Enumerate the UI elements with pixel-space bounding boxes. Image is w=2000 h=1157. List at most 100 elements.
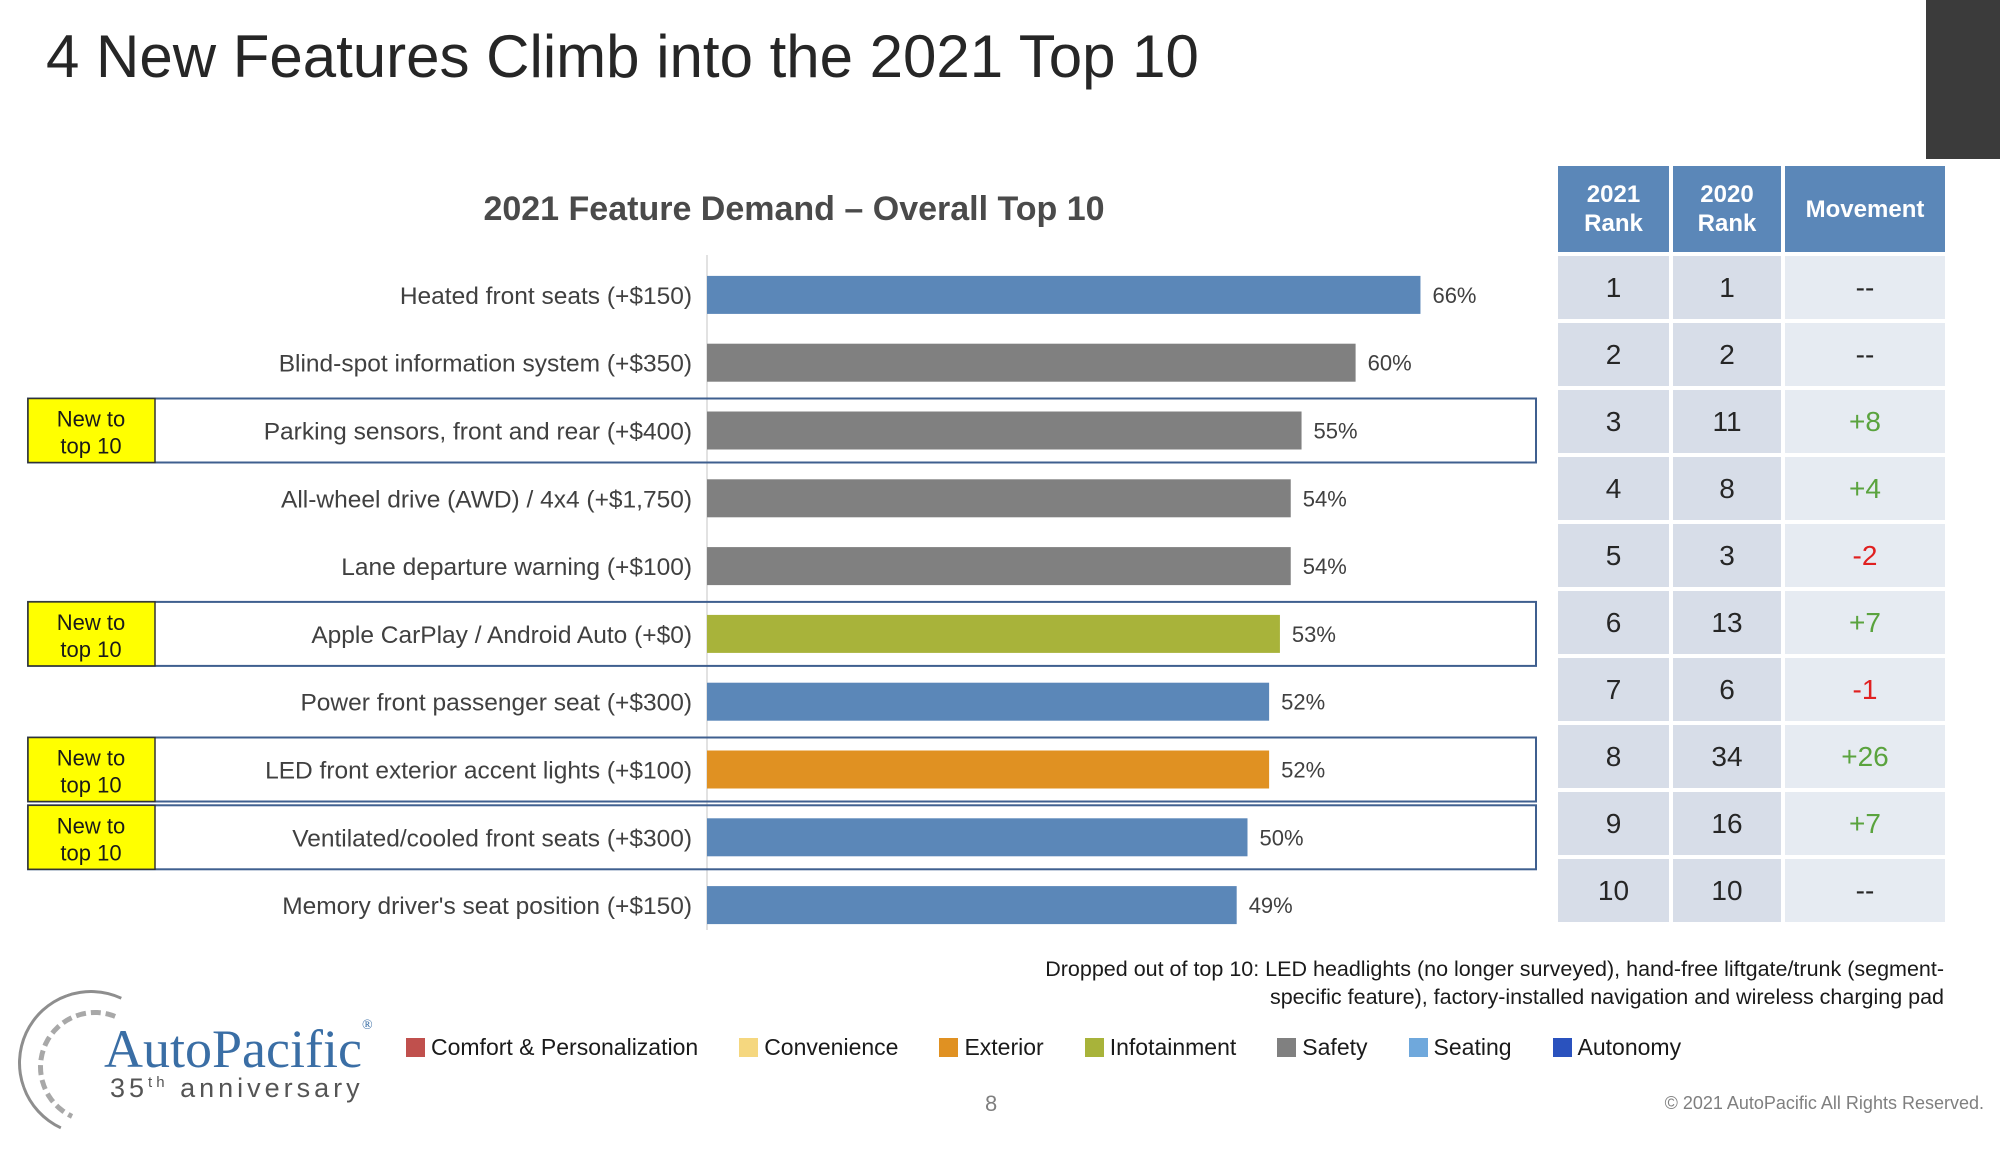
legend-label: Convenience xyxy=(764,1034,899,1060)
legend-item: Autonomy xyxy=(1552,1034,1682,1061)
header-2021-rank-line2: Rank xyxy=(1584,210,1643,237)
badge-line-1: New to xyxy=(57,813,125,838)
rank-2020-cell: 13 xyxy=(1673,591,1781,654)
rank-2021-cell: 9 xyxy=(1558,792,1669,855)
rank-2021-cell: 6 xyxy=(1558,591,1669,654)
data-label: 66% xyxy=(1432,283,1476,308)
rank-row: 3 11 +8 xyxy=(1558,390,1945,453)
data-label: 50% xyxy=(1260,825,1304,850)
category-label: Heated front seats (+$150) xyxy=(400,283,692,310)
category-label: Apple CarPlay / Android Auto (+$0) xyxy=(311,622,692,649)
legend-swatch xyxy=(939,1038,959,1057)
movement-cell: -- xyxy=(1785,859,1945,922)
rank-row: 4 8 +4 xyxy=(1558,457,1945,520)
logo-anniv-number: 35 xyxy=(110,1073,149,1103)
autopacific-logo: AutoPacific® xyxy=(104,1018,373,1080)
category-label: Parking sensors, front and rear (+$400) xyxy=(264,419,692,446)
category-label: Lane departure warning (+$100) xyxy=(341,554,692,581)
bar xyxy=(707,411,1302,450)
bar xyxy=(707,818,1248,857)
logo-anniv-suffix: th xyxy=(148,1074,169,1091)
header-2020-rank: 2020 Rank xyxy=(1673,166,1781,252)
movement-cell: +26 xyxy=(1785,725,1945,788)
legend-swatch xyxy=(1277,1038,1297,1057)
logo-registered-mark: ® xyxy=(361,1018,373,1033)
header-2021-rank-line1: 2021 xyxy=(1586,181,1641,208)
new-to-top-10-badge xyxy=(27,397,156,464)
legend-swatch xyxy=(406,1038,425,1057)
bar-chart: Heated front seats (+$150) 66% Blind-spot … xyxy=(27,255,1537,930)
rank-row: 6 13 +7 xyxy=(1558,591,1945,654)
legend-item: Seating xyxy=(1408,1034,1512,1061)
rank-row: 2 2 -- xyxy=(1558,323,1945,386)
badge-line-1: New to xyxy=(57,407,125,432)
category-label: Memory driver's seat position (+$150) xyxy=(282,893,692,920)
rank-2021-cell: 4 xyxy=(1558,457,1669,520)
movement-cell: +7 xyxy=(1785,591,1945,654)
movement-cell: +8 xyxy=(1785,390,1945,453)
movement-cell: +4 xyxy=(1785,457,1945,520)
legend-label: Comfort & Personalization xyxy=(431,1034,699,1060)
badge-line-2: top 10 xyxy=(60,773,121,798)
rank-2020-cell: 11 xyxy=(1673,390,1781,453)
legend-item: Infotainment xyxy=(1084,1034,1237,1061)
rank-2021-cell: 5 xyxy=(1558,524,1669,587)
rank-2021-cell: 3 xyxy=(1558,390,1669,453)
rank-2021-cell: 10 xyxy=(1558,859,1669,922)
data-label: 54% xyxy=(1303,554,1347,579)
data-label: 53% xyxy=(1292,622,1336,647)
data-label: 60% xyxy=(1368,351,1412,376)
rank-2021-cell: 8 xyxy=(1558,725,1669,788)
rank-row: 10 10 -- xyxy=(1558,859,1945,922)
legend-swatch xyxy=(1552,1038,1572,1057)
rank-2020-cell: 8 xyxy=(1673,457,1781,520)
rank-row: 9 16 +7 xyxy=(1558,792,1945,855)
bar xyxy=(707,275,1421,314)
badge-line-2: top 10 xyxy=(60,637,121,662)
bar xyxy=(707,614,1280,653)
legend-label: Seating xyxy=(1433,1034,1512,1060)
bar xyxy=(707,886,1237,925)
chart-title: 2021 Feature Demand – Overall Top 10 xyxy=(483,190,1105,228)
legend-swatch xyxy=(739,1038,759,1057)
rank-row: 7 6 -1 xyxy=(1558,658,1945,721)
badge-line-2: top 10 xyxy=(60,840,121,865)
bar xyxy=(707,479,1291,518)
copyright: © 2021 AutoPacific All Rights Reserved. xyxy=(1664,1093,1984,1113)
category-label: Power front passenger seat (+$300) xyxy=(300,690,692,717)
rank-row: 8 34 +26 xyxy=(1558,725,1945,788)
rank-row: 1 1 -- xyxy=(1558,256,1945,319)
new-to-top-10-badge xyxy=(27,736,156,803)
movement-cell: +7 xyxy=(1785,792,1945,855)
rank-table-body: 1 1 -- 2 2 -- 3 11 +8 4 8 +4 5 3 -2 6 13 +7 7 6 -1 8 34 +26 9 16 +… xyxy=(1558,256,1945,922)
legend-label: Infotainment xyxy=(1109,1034,1237,1060)
badge-line-1: New to xyxy=(57,610,125,635)
legend-item: Exterior xyxy=(939,1034,1044,1061)
legend-item: Convenience xyxy=(739,1034,898,1061)
legend-item: Safety xyxy=(1277,1034,1368,1061)
category-label: Ventilated/cooled front seats (+$300) xyxy=(292,825,692,852)
logo-anniv-word: anniversary xyxy=(180,1073,364,1103)
rank-2020-cell: 16 xyxy=(1673,792,1781,855)
badge-line-2: top 10 xyxy=(60,434,121,459)
legend-swatch xyxy=(1084,1038,1104,1057)
new-to-top-10-badge xyxy=(27,804,156,871)
logo-name: AutoPacific xyxy=(104,1019,362,1079)
movement-cell: -1 xyxy=(1785,658,1945,721)
rank-2020-cell: 3 xyxy=(1673,524,1781,587)
data-label: 54% xyxy=(1303,486,1347,511)
legend-label: Safety xyxy=(1302,1034,1368,1060)
category-legend: Comfort & Personalization Convenience Exte… xyxy=(406,1034,1722,1061)
badge-line-1: New to xyxy=(57,746,125,771)
dropped-note: Dropped out of top 10: LED headlights (n… xyxy=(900,955,1944,1011)
category-label: All-wheel drive (AWD) / 4x4 (+$1,750) xyxy=(281,486,692,513)
header-2020-rank-line1: 2020 xyxy=(1700,181,1754,208)
category-label: Blind-spot information system (+$350) xyxy=(279,351,692,378)
rank-table-header-row: 2021 Rank 2020 Rank Movement xyxy=(1558,166,1945,252)
category-label: LED front exterior accent lights (+$100) xyxy=(265,758,692,785)
rank-2021-cell: 7 xyxy=(1558,658,1669,721)
dropped-note-line2: specific feature), factory-installed nav… xyxy=(1269,985,1944,1009)
legend-label: Autonomy xyxy=(1577,1034,1682,1060)
bar xyxy=(707,547,1291,586)
new-to-top-10-badge xyxy=(27,601,156,667)
